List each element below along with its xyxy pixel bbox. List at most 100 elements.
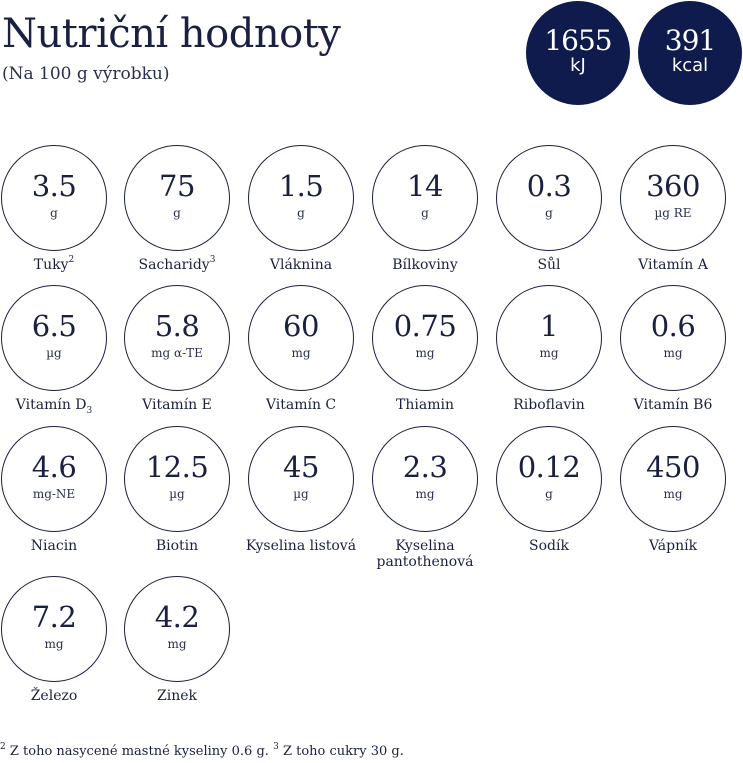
nutrient-unit: g [173,206,181,220]
nutrient-circle: 1.5 g [248,145,354,251]
nutrient-label: Vitamín E [110,397,244,413]
nutrient-label: Vitamín B6 [606,397,740,413]
nutrient-circle: 75 g [124,145,230,251]
nutrient-circle: 0.3 g [496,145,602,251]
nutrient-item: 60 mg Vitamín C [248,285,354,435]
nutrient-label: Sacharidy3 [110,255,244,273]
nutrient-value: 2.3 [402,450,448,484]
nutrient-value: 4.6 [31,450,77,484]
nutrient-unit: µg [293,487,309,501]
nutrient-label-text: Sacharidy [138,257,210,273]
nutrient-item: 2.3 mg Kyselina pantothenová [372,426,478,576]
nutrient-label-text: Sodík [529,538,569,554]
nutrient-circle: 2.3 mg [372,426,478,532]
nutrient-value: 360 [646,169,700,203]
nutrient-item: 0.12 g Sodík [496,426,602,576]
nutrient-label: Vláknina [234,257,368,273]
nutrient-label-text: Vitamín B6 [633,397,713,413]
nutrient-label-text: Vláknina [269,257,333,273]
nutrient-label: Riboflavin [482,397,616,413]
nutrient-value: 0.3 [526,169,572,203]
nutrient-circle: 4.2 mg [124,576,230,682]
nutrient-circle: 7.2 mg [1,576,107,682]
nutrient-circle: 60 mg [248,285,354,391]
nutrient-circle: 3.5 g [1,145,107,251]
nutrient-value: 1 [540,309,558,343]
nutrient-item: 12.5 µg Biotin [124,426,230,576]
nutrient-label: Niacin [0,538,121,554]
nutrient-label: Vitamín C [234,397,368,413]
nutrient-circle: 360 µg RE [620,145,726,251]
nutrient-unit: g [545,487,553,501]
nutrient-label-text: Kyselina listová [245,538,357,554]
nutrient-label-text: Vitamín A [638,257,708,273]
nutrient-unit: mg [539,346,559,360]
nutrient-item: 450 mg Vápník [620,426,726,576]
nutrient-label-text: Niacin [30,538,78,554]
nutrient-label: Vápník [606,538,740,554]
nutrient-circle: 6.5 µg [1,285,107,391]
nutrient-label-text: Biotin [155,538,199,554]
nutrient-unit: µg [169,487,185,501]
nutrient-label-text: Vitamín D [15,397,87,413]
nutrient-item: 3.5 g Tuky2 [1,145,107,295]
nutrient-value: 6.5 [31,309,77,343]
footnote-2-text: Z toho nasycené mastné kyseliny 0.6 g. [9,744,269,759]
nutrient-unit: mg [663,487,683,501]
nutrient-circle: 1 mg [496,285,602,391]
nutrient-label: Tuky2 [0,256,121,273]
nutrient-unit: mg [415,487,435,501]
nutrient-item: 0.6 mg Vitamín B6 [620,285,726,435]
nutrient-value: 3.5 [31,169,77,203]
nutrient-circle: 450 mg [620,426,726,532]
nutrient-unit: mg [44,637,64,651]
nutrient-label: Biotin [110,538,244,554]
footnote-2-mark: 2 [0,741,6,752]
nutrient-label: Kyselina pantothenová [358,538,492,570]
nutrient-label-text: Sůl [537,257,561,273]
nutrient-circle: 0.12 g [496,426,602,532]
nutrient-item: 0.75 mg Thiamin [372,285,478,435]
nutrient-unit: mg-NE [32,487,76,501]
nutrient-circle: 5.8 mg α-TE [124,285,230,391]
nutrient-label-text: Vitamín C [265,397,337,413]
nutrient-unit: g [545,206,553,220]
nutrient-unit: mg [291,346,311,360]
nutrient-unit: mg [663,346,683,360]
nutrient-label: Bílkoviny [358,257,492,273]
nutrient-item: 6.5 µg Vitamín D3 [1,285,107,435]
nutrient-unit: g [421,206,429,220]
nutrient-item: 1.5 g Vláknina [248,145,354,295]
nutrient-label-text: Thiamin [396,397,454,413]
nutrient-value: 7.2 [31,600,77,634]
nutrient-value: 5.8 [154,309,200,343]
nutrient-item: 4.6 mg-NE Niacin [1,426,107,576]
nutrient-value: 60 [283,309,319,343]
page-title: Nutriční hodnoty [2,11,341,57]
nutrient-label: Vitamín D3 [0,397,121,416]
energy-kcal-value: 391 [664,24,716,57]
nutrient-value: 4.2 [154,600,200,634]
energy-kj-badge: 1655 kJ [526,1,630,105]
nutrient-label: Železo [0,688,121,704]
label-subscript: 3 [86,405,93,416]
nutrient-circle: 14 g [372,145,478,251]
nutrient-label-text: Bílkoviny [392,257,458,273]
nutrient-unit: mg α-TE [151,346,203,360]
nutrient-label-text: Vitamín E [142,397,212,413]
nutrient-unit: mg [167,637,187,651]
nutrient-circle: 0.6 mg [620,285,726,391]
nutrient-unit: µg RE [654,206,692,220]
energy-kj-value: 1655 [544,24,612,57]
nutrient-label-text: Tuky [33,257,69,273]
nutrient-label-text: Kyselina pantothenová [376,538,474,570]
footnote-ref: 3 [209,255,216,266]
nutrient-unit: mg [415,346,435,360]
nutrient-label: Thiamin [358,397,492,413]
nutrient-label: Sůl [482,257,616,273]
nutrient-item: 1 mg Riboflavin [496,285,602,435]
nutrient-label: Vitamín A [606,257,740,273]
nutrient-value: 0.75 [393,309,457,343]
nutrient-item: 4.2 mg Zinek [124,576,230,726]
nutrient-circle: 0.75 mg [372,285,478,391]
